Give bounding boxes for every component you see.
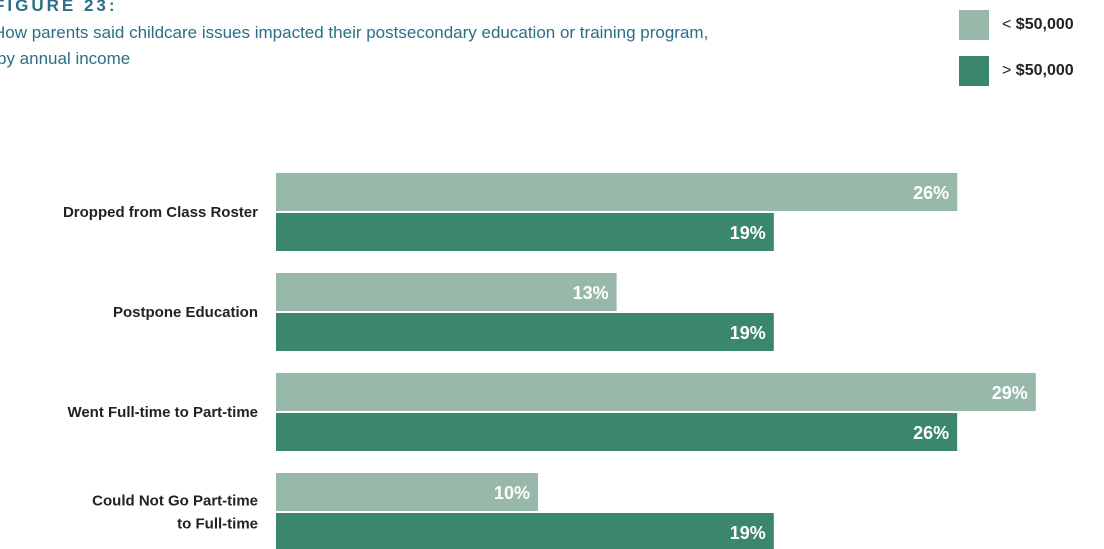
- category-label-3-line-0: Could Not Go Part-time: [92, 493, 258, 510]
- value-label-high-income-0: 19%: [730, 223, 766, 243]
- legend-label-high-income: > $50,000: [1002, 62, 1074, 80]
- legend-item-high-income: > $50,000: [959, 56, 1104, 86]
- value-label-high-income-1: 19%: [730, 323, 766, 343]
- bar-high-income-2: [276, 413, 958, 451]
- bar-low-income-2: [276, 373, 1036, 411]
- value-label-low-income-2: 29%: [992, 383, 1028, 403]
- category-label-0-line-0: Dropped from Class Roster: [63, 204, 258, 221]
- legend-amount-low-income: $50,000: [1015, 16, 1074, 33]
- category-label-2-line-0: Went Full-time to Part-time: [67, 404, 258, 421]
- value-label-high-income-3: 19%: [730, 523, 766, 543]
- legend-swatch-high-income: [959, 56, 989, 86]
- legend-symbol-high-income: >: [1002, 62, 1012, 79]
- legend-item-low-income: < $50,000: [959, 10, 1104, 40]
- figure-subtitle: How parents said childcare issues impact…: [0, 23, 709, 68]
- value-label-low-income-1: 13%: [573, 283, 609, 303]
- value-label-low-income-0: 26%: [913, 183, 949, 203]
- bar-high-income-3: [276, 513, 774, 549]
- bar-low-income-3: [276, 473, 538, 511]
- bar-low-income-1: [276, 273, 617, 311]
- category-label-3-line-1: to Full-time: [177, 516, 258, 533]
- value-label-low-income-3: 10%: [494, 483, 530, 503]
- legend-symbol-low-income: <: [1002, 16, 1012, 33]
- bar-high-income-1: [276, 313, 774, 351]
- bar-low-income-0: [276, 173, 958, 211]
- legend-swatch-low-income: [959, 10, 989, 40]
- bar-high-income-0: [276, 213, 774, 251]
- value-label-high-income-2: 26%: [913, 423, 949, 443]
- legend-label-low-income: < $50,000: [1002, 16, 1074, 34]
- legend-amount-high-income: $50,000: [1015, 62, 1074, 79]
- figure-title: FIGURE 23:: [0, 0, 118, 15]
- category-label-1-line-0: Postpone Education: [113, 304, 258, 321]
